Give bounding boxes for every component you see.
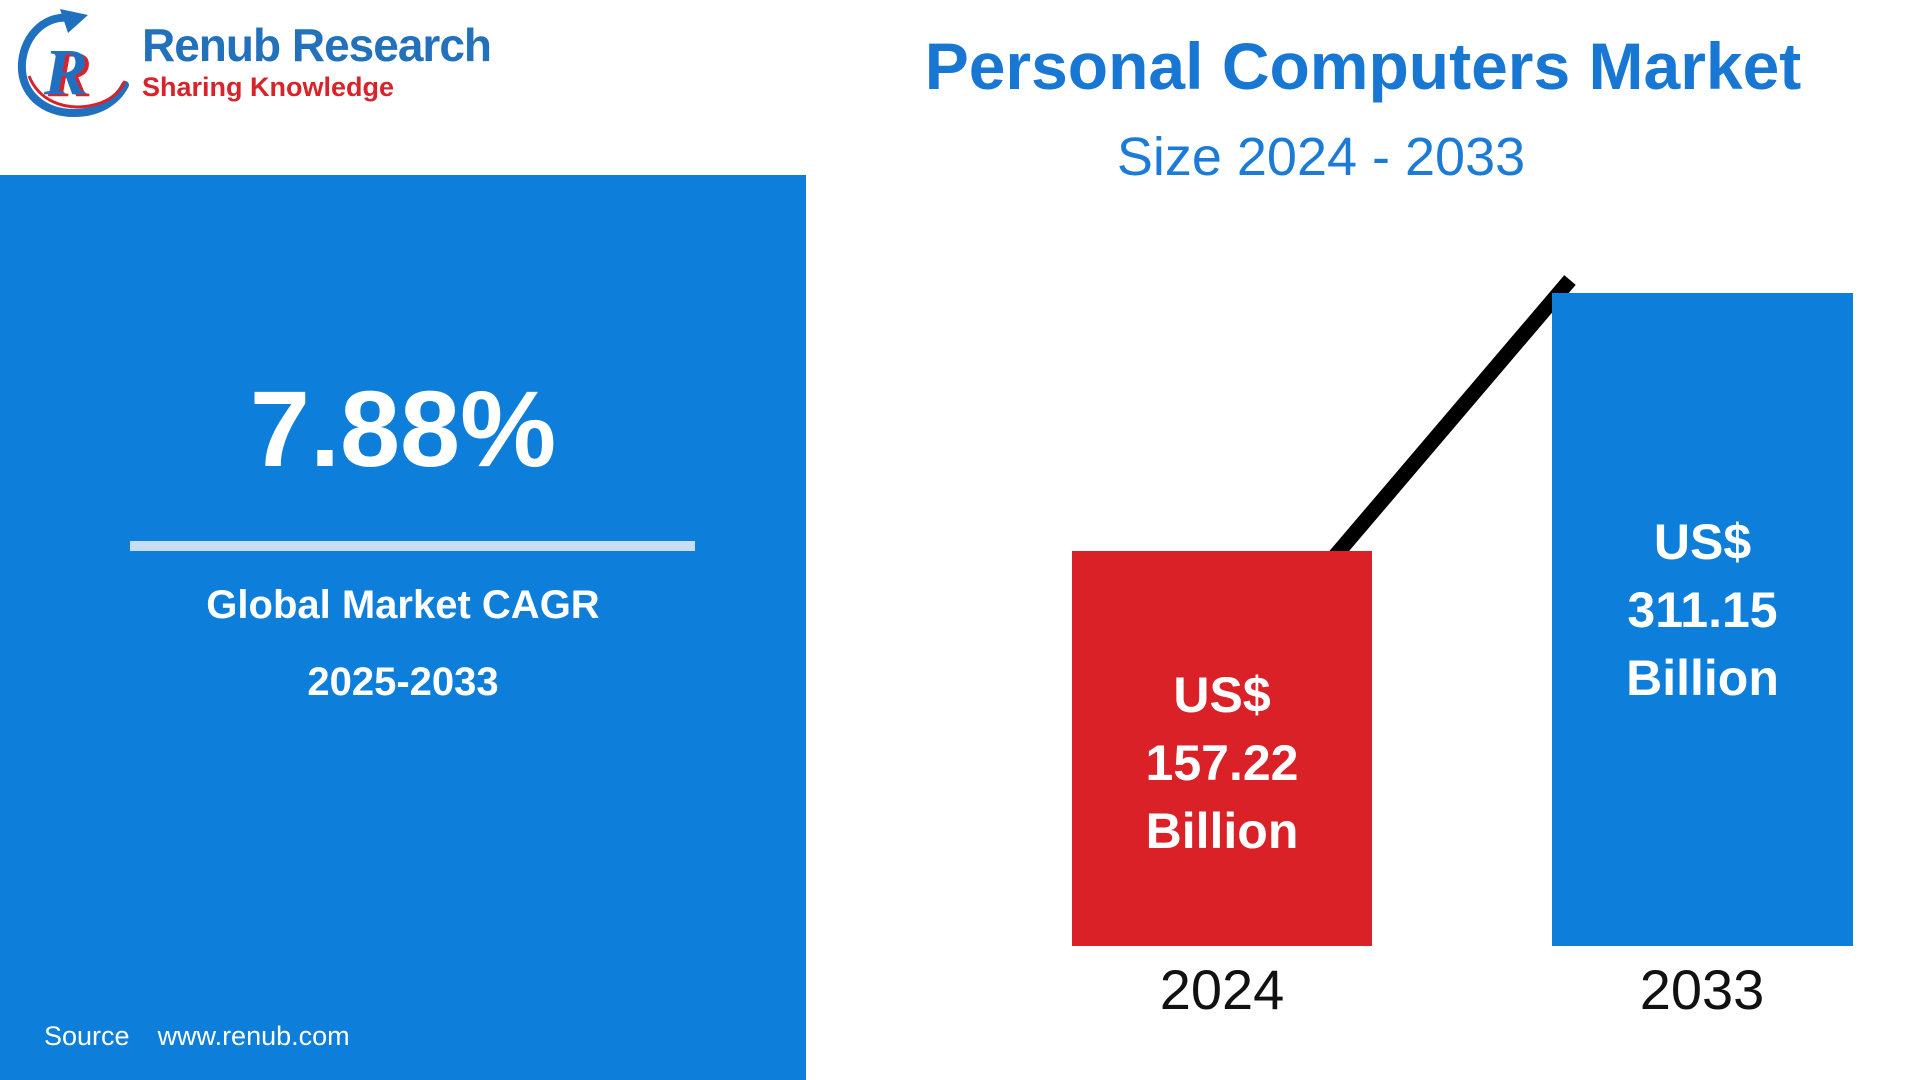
cagr-label-line2: 2025-2033 — [307, 660, 499, 704]
bar-2024-label-value: 157.22 — [1145, 734, 1299, 791]
page-subtitle: Size 2024 - 2033 — [1116, 127, 1526, 187]
bar-2024-label-unit: Billion — [1145, 802, 1299, 859]
svg-text:R: R — [43, 36, 88, 109]
source-url: www.renub.com — [157, 1021, 350, 1051]
brand-tagline: Sharing Knowledge — [142, 72, 395, 103]
renub-logo-icon: R R — [10, 6, 130, 118]
bar-2033-label-currency: US$ — [1653, 513, 1752, 570]
cagr-panel: 7.88% Global Market CAGR 2025-2033 Sourc… — [0, 175, 806, 1080]
cagr-label-line1: Global Market CAGR — [206, 583, 600, 627]
bar-2033-label-unit: Billion — [1626, 649, 1779, 706]
axis-label-2024: 2024 — [1159, 958, 1285, 1021]
divider-line — [130, 541, 695, 551]
bar-2024: US$ 157.22 Billion — [1072, 551, 1372, 946]
trend-line — [1329, 275, 1576, 561]
source-line: Source www.renub.com — [44, 1021, 350, 1052]
bar-2033-label-value: 311.15 — [1627, 581, 1778, 638]
cagr-value: 7.88% — [249, 368, 557, 489]
bar-2024-label-currency: US$ — [1173, 666, 1271, 723]
source-label: Source — [44, 1021, 130, 1051]
page-title: Personal Computers Market — [924, 29, 1802, 103]
brand-name: Renub Research — [142, 18, 492, 71]
bar-2033: US$ 311.15 Billion — [1552, 293, 1853, 946]
svg-text:R: R — [47, 38, 92, 111]
renub-logo: R R Renub Research Sharing Knowledge — [10, 6, 492, 118]
axis-label-2033: 2033 — [1639, 958, 1765, 1021]
cagr-label: Global Market CAGR 2025-2033 — [0, 567, 806, 721]
